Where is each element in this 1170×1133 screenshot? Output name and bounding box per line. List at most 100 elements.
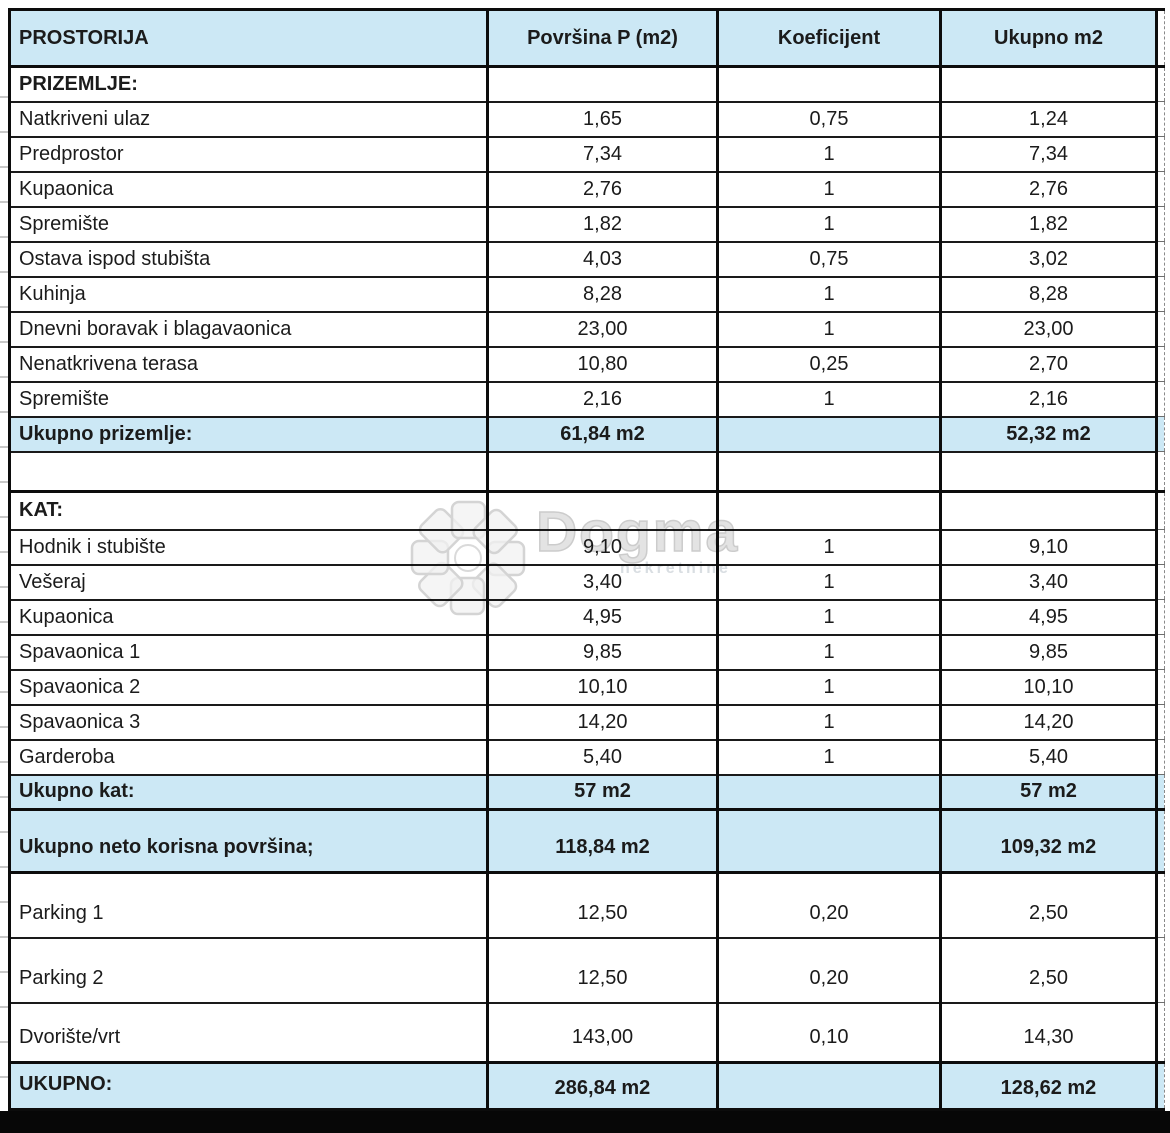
grid-sliver [1155,774,1165,810]
cell-ukupno: 14,20 [939,703,1158,741]
grid-sliver [1155,346,1165,382]
cell-povrsina: 2,76 [486,170,719,208]
table-row: Spremište 1,82 1 1,82 [8,205,1165,243]
cell-povrsina: 23,00 [486,310,719,348]
cell-povrsina [486,450,719,493]
cell-prostorija: Parking 2 [8,936,489,1004]
cell-koeficijent: 1 [716,703,942,741]
cell-prostorija: Nenatkrivena terasa [8,345,489,383]
table-row: Spavaonica 2 10,10 1 10,10 [8,668,1165,706]
cell-koeficijent: 1 [716,310,942,348]
cell-povrsina: 10,10 [486,668,719,706]
cell-koeficijent: 1 [716,668,942,706]
cell-ukupno: 2,70 [939,345,1158,383]
cell-povrsina: 2,16 [486,380,719,418]
cell-koeficijent: 1 [716,598,942,636]
grid-sliver [1155,564,1165,600]
cell-povrsina [486,490,719,531]
cell-koeficijent: 0,20 [716,871,942,939]
cell-povrsina: 9,10 [486,528,719,566]
cell-prostorija: Ukupno kat: [8,773,489,811]
grid-sliver [1155,599,1165,635]
grid-sliver [1155,66,1165,102]
cell-povrsina: 118,84 m2 [486,808,719,874]
cell-koeficijent [716,450,942,493]
cell-povrsina: 4,95 [486,598,719,636]
cell-koeficijent: 1 [716,380,942,418]
cell-koeficijent: 1 [716,205,942,243]
table-row: Spremište 2,16 1 2,16 [8,380,1165,418]
cell-ukupno: 23,00 [939,310,1158,348]
cell-povrsina: 57 m2 [486,773,719,811]
cell-koeficijent [716,1061,942,1111]
cell-povrsina: 4,03 [486,240,719,278]
cell-povrsina: 286,84 m2 [486,1061,719,1111]
left-gridline-stubs [0,63,8,1108]
table-row-section-kat: KAT: [8,490,1165,531]
cell-ukupno: 2,50 [939,936,1158,1004]
cell-prostorija: Garderoba [8,738,489,776]
cell-prostorija: Parking 1 [8,871,489,939]
grid-sliver [1155,634,1165,670]
cell-prostorija: Dnevni boravak i blagavaonica [8,310,489,348]
table-row: Parking 2 12,50 0,20 2,50 [8,936,1165,1004]
cell-koeficijent: 0,20 [716,936,942,1004]
cell-prostorija: KAT: [8,490,489,531]
cell-prostorija: Spavaonica 3 [8,703,489,741]
cell-prostorija: Predprostor [8,135,489,173]
cell-koeficijent: 1 [716,738,942,776]
grid-sliver [1155,808,1165,873]
cell-ukupno: 7,34 [939,135,1158,173]
grid-sliver [1155,704,1165,740]
grid-sliver [1155,739,1165,775]
grid-sliver [1155,101,1165,137]
grid-sliver [1155,529,1165,565]
table-row: Natkriveni ulaz 1,65 0,75 1,24 [8,100,1165,138]
grid-sliver [1155,136,1165,172]
grid-sliver [1155,669,1165,705]
cell-povrsina: 12,50 [486,936,719,1004]
table-row: Spavaonica 3 14,20 1 14,20 [8,703,1165,741]
cell-koeficijent: 1 [716,528,942,566]
table-row: Dnevni boravak i blagavaonica 23,00 1 23… [8,310,1165,348]
table-row: Predprostor 7,34 1 7,34 [8,135,1165,173]
grid-sliver [1155,871,1165,938]
cell-ukupno: 5,40 [939,738,1158,776]
cell-koeficijent: 0,75 [716,240,942,278]
table-row: Spavaonica 1 9,85 1 9,85 [8,633,1165,671]
cell-prostorija: UKUPNO: [8,1061,489,1111]
cell-ukupno: 1,24 [939,100,1158,138]
cell-prostorija: Ostava ispod stubišta [8,240,489,278]
cell-ukupno: 8,28 [939,275,1158,313]
col-header-prostorija: PROSTORIJA [8,8,489,68]
grid-sliver [1155,490,1165,530]
grid-sliver [1155,241,1165,277]
cell-povrsina: 61,84 m2 [486,415,719,453]
grid-sliver [1155,206,1165,242]
cell-prostorija: Vešeraj [8,563,489,601]
cell-prostorija: Natkriveni ulaz [8,100,489,138]
cell-ukupno: 9,10 [939,528,1158,566]
cell-koeficijent: 0,10 [716,1001,942,1064]
cell-koeficijent: 1 [716,275,942,313]
cell-koeficijent [716,490,942,531]
col-header-povrsina: Površina P (m2) [486,8,719,68]
cell-ukupno: 1,82 [939,205,1158,243]
table-row-total-prizemlje: Ukupno prizemlje: 61,84 m2 52,32 m2 [8,415,1165,453]
grid-sliver [1155,451,1165,492]
grid-sliver [1155,276,1165,312]
cell-prostorija: Kupaonica [8,598,489,636]
table-row: Ostava ispod stubišta 4,03 0,75 3,02 [8,240,1165,278]
table-row: Kupaonica 2,76 1 2,76 [8,170,1165,208]
cell-ukupno: 109,32 m2 [939,808,1158,874]
grid-sliver [1155,8,1165,68]
cell-prostorija: Hodnik i stubište [8,528,489,566]
cell-povrsina: 12,50 [486,871,719,939]
cell-ukupno: 128,62 m2 [939,1061,1158,1111]
cell-koeficijent [716,415,942,453]
cell-povrsina: 1,82 [486,205,719,243]
cell-prostorija: Ukupno prizemlje: [8,415,489,453]
area-table: PROSTORIJA Površina P (m2) Koeficijent U… [8,8,1165,1111]
cell-koeficijent: 1 [716,563,942,601]
